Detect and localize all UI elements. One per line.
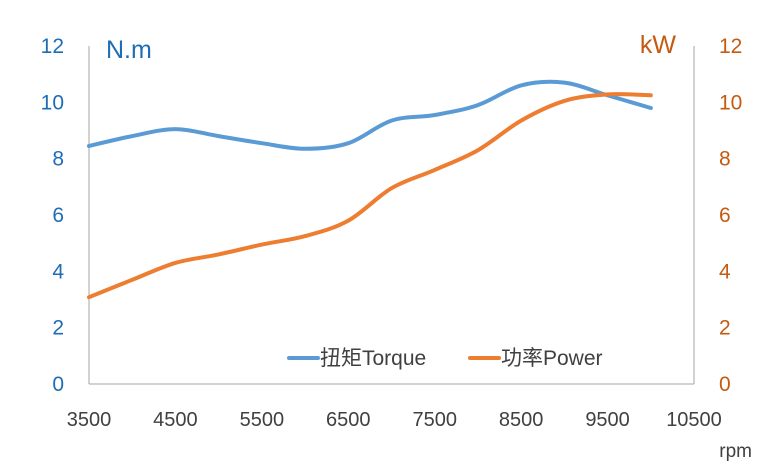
left-y-tick-label: 10 bbox=[41, 91, 64, 114]
legend-label-torque: 扭矩Torque bbox=[320, 347, 426, 370]
right-y-tick-label: 10 bbox=[719, 91, 742, 114]
left-y-tick-label: 4 bbox=[52, 260, 64, 283]
legend-label-power: 功率Power bbox=[501, 347, 603, 370]
series-lines bbox=[87, 79, 653, 300]
x-tick-label: 7500 bbox=[412, 409, 457, 431]
series-line-torque bbox=[87, 79, 653, 151]
x-tick-label: 9500 bbox=[585, 409, 630, 431]
x-tick-label: 3500 bbox=[67, 409, 112, 431]
x-ticks: 3500 4500 5500 6500 7500 8500 9500 10500 bbox=[67, 409, 722, 431]
axes bbox=[88, 46, 695, 385]
right-axis-unit: kW bbox=[640, 31, 677, 59]
left-axis-unit: N.m bbox=[106, 36, 152, 64]
left-y-tick-label: 6 bbox=[52, 204, 64, 227]
right-y-tick-label: 4 bbox=[719, 260, 731, 283]
x-tick-label: 5500 bbox=[240, 409, 285, 431]
right-y-tick-label: 12 bbox=[719, 35, 742, 58]
right-y-tick-label: 2 bbox=[719, 317, 731, 340]
left-y-tick-label: 2 bbox=[52, 317, 64, 340]
x-tick-label: 10500 bbox=[666, 409, 722, 431]
x-tick-label: 6500 bbox=[326, 409, 371, 431]
left-y-tick-label: 8 bbox=[52, 148, 64, 171]
x-tick-label: 4500 bbox=[153, 409, 198, 431]
left-y-tick-label: 0 bbox=[52, 373, 64, 396]
right-y-tick-label: 8 bbox=[719, 148, 731, 171]
right-y-tick-label: 0 bbox=[719, 373, 731, 396]
right-y-ticks: 0 2 4 6 8 10 12 bbox=[719, 35, 742, 396]
x-tick-label: 8500 bbox=[499, 409, 544, 431]
left-y-tick-label: 12 bbox=[41, 35, 64, 58]
left-y-ticks: 0 2 4 6 8 10 12 bbox=[41, 35, 65, 396]
right-y-tick-label: 6 bbox=[719, 204, 731, 227]
series-line-power bbox=[87, 92, 653, 300]
legend: 扭矩Torque 功率Power bbox=[287, 347, 603, 370]
x-axis-label: rpm bbox=[719, 441, 752, 462]
